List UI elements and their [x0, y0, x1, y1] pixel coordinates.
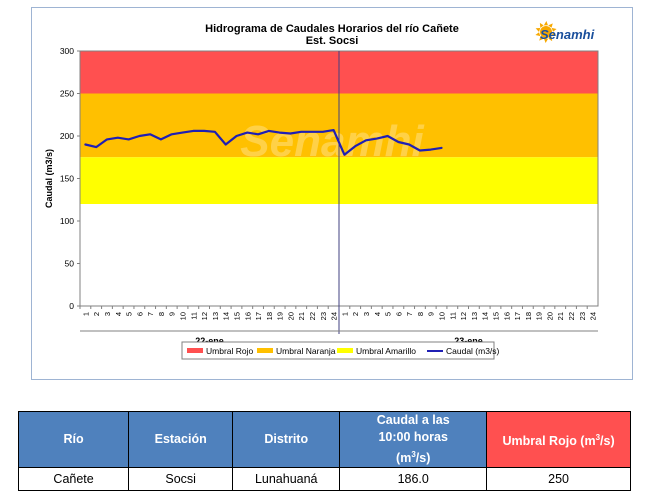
x-tick-label: 19 [535, 312, 544, 320]
y-tick-label: 150 [60, 174, 74, 184]
x-tick-label: 5 [125, 312, 134, 316]
legend-label: Umbral Naranja [276, 346, 336, 356]
legend-swatch [187, 348, 203, 353]
header-umbral-sup: 3 [595, 433, 601, 442]
x-tick-label: 12 [459, 312, 468, 320]
chart-subtitle: Est. Socsi [306, 35, 359, 47]
x-tick-label: 10 [438, 312, 447, 320]
x-tick-label: 22 [308, 312, 317, 320]
x-tick-label: 24 [589, 312, 598, 320]
day-label: 23-ene [454, 336, 483, 346]
cell-umbral: 250 [486, 467, 631, 492]
y-tick-label: 300 [60, 46, 74, 56]
x-tick-label: 20 [545, 312, 554, 320]
y-tick-label: 200 [60, 131, 74, 141]
x-tick-label: 9 [427, 312, 436, 316]
table-header-row: Río Estación Distrito Caudal a las 10:00… [17, 410, 631, 469]
x-tick-label: 7 [146, 312, 155, 316]
x-tick-label: 18 [265, 312, 274, 320]
x-tick-label: 18 [524, 312, 533, 320]
x-tick-label: 17 [513, 312, 522, 320]
header-caudal-sup: 3 [411, 450, 416, 459]
legend-swatch [257, 348, 273, 353]
x-tick-label: 10 [179, 312, 188, 320]
header-caudal-unit: (m [396, 451, 412, 466]
y-axis-label: Caudal (m3/s) [44, 149, 54, 208]
cell-estacion: Socsi [128, 467, 234, 492]
x-tick-label: 21 [556, 312, 565, 320]
x-tick-label: 16 [502, 312, 511, 320]
x-tick-label: 23 [319, 312, 328, 320]
x-tick-label: 14 [222, 312, 231, 320]
series-line-caudal [84, 128, 443, 156]
legend-label: Umbral Amarillo [356, 346, 416, 356]
x-tick-label: 3 [103, 312, 112, 316]
x-tick-label: 14 [481, 312, 490, 320]
x-tick-label: 22 [567, 312, 576, 320]
legend-label: Caudal (m3/s) [446, 346, 500, 356]
x-tick-label: 1 [81, 312, 90, 316]
y-tick-label: 0 [69, 301, 74, 311]
x-tick-label: 13 [211, 312, 220, 320]
x-tick-label: 3 [362, 312, 371, 316]
x-tick-label: 4 [373, 312, 382, 316]
header-caudal-line1: Caudal a las [376, 413, 450, 427]
header-distrito: Distrito [232, 410, 341, 469]
x-tick-label: 2 [92, 312, 101, 316]
legend-swatch [337, 348, 353, 353]
x-tick-label: 7 [405, 312, 414, 316]
header-caudal-line2: 10:00 horas [378, 430, 448, 444]
day-label: 22-ene [195, 336, 224, 346]
x-tick-label: 17 [254, 312, 263, 320]
x-tick-label: 8 [157, 312, 166, 316]
x-tick-label: 23 [578, 312, 587, 320]
station-table: Río Estación Distrito Caudal a las 10:00… [17, 410, 631, 492]
header-umbral-text: Umbral Rojo (m [502, 434, 596, 449]
watermark-text: Senamhi [240, 117, 424, 166]
x-tick-label: 12 [200, 312, 209, 320]
cell-caudal: 186.0 [339, 467, 488, 492]
x-tick-label: 1 [340, 312, 349, 316]
cell-distrito: Lunahuaná [232, 467, 341, 492]
x-tick-label: 11 [448, 312, 457, 320]
x-tick-label: 5 [384, 312, 393, 316]
y-tick-label: 50 [65, 259, 75, 269]
chart-title: Hidrograma de Caudales Horarios del río … [205, 23, 459, 35]
x-tick-label: 15 [491, 312, 500, 320]
header-caudal: Caudal a las 10:00 horas (m3/s) [339, 410, 488, 469]
senamhi-logo-icon [535, 21, 557, 43]
header-umbral-rojo: Umbral Rojo (m3/s) [486, 410, 631, 469]
x-tick-label: 11 [189, 312, 198, 320]
x-tick-label: 24 [330, 312, 339, 320]
x-tick-label: 2 [351, 312, 360, 316]
x-tick-label: 13 [470, 312, 479, 320]
y-tick-label: 250 [60, 89, 74, 99]
header-umbral-end: /s) [600, 434, 615, 449]
x-tick-label: 19 [276, 312, 285, 320]
x-tick-label: 4 [114, 312, 123, 316]
x-tick-label: 8 [416, 312, 425, 316]
x-tick-label: 15 [232, 312, 241, 320]
table-row: Cañete Socsi Lunahuaná 186.0 250 [17, 467, 631, 492]
header-estacion: Estación [128, 410, 234, 469]
header-rio: Río [17, 410, 130, 469]
x-tick-label: 20 [286, 312, 295, 320]
x-tick-label: 6 [135, 312, 144, 316]
x-tick-label: 9 [168, 312, 177, 316]
chart-frame: Hidrograma de Caudales Horarios del río … [31, 7, 633, 380]
cell-rio: Cañete [17, 467, 130, 492]
legend-label: Umbral Rojo [206, 346, 254, 356]
header-caudal-unit-end: /s) [415, 451, 431, 466]
x-tick-label: 21 [297, 312, 306, 320]
brand-name: Senamhi [540, 27, 595, 42]
x-tick-label: 6 [394, 312, 403, 316]
hydrograph-chart: Hidrograma de Caudales Horarios del río … [44, 21, 599, 360]
x-tick-label: 16 [243, 312, 252, 320]
y-tick-label: 100 [60, 216, 74, 226]
